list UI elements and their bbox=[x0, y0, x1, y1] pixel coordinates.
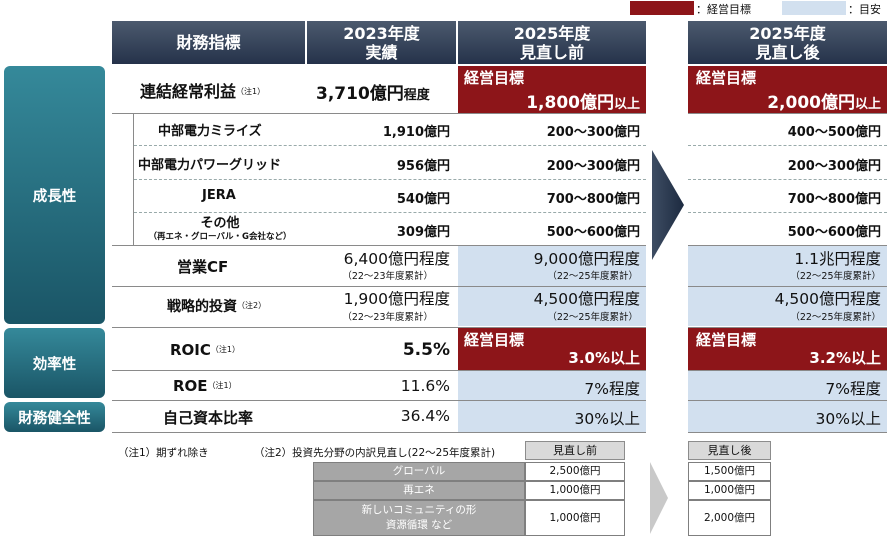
guide-bg-roe-after bbox=[688, 371, 887, 432]
breakdown-label-0: グローバル bbox=[313, 462, 525, 481]
row-invest-after: 4,500億円程度 bbox=[774, 290, 881, 308]
row-cf-2023-sub: （22～23年度累計） bbox=[342, 271, 433, 282]
row-consolidated-before: 1,800億円以上 bbox=[526, 93, 640, 113]
row-other-before: 500～600億円 bbox=[546, 225, 640, 240]
row-grid-label: 中部電力パワーグリッド bbox=[138, 158, 282, 173]
note-1: （注1）期ずれ除き bbox=[118, 447, 209, 459]
row-roe-after: 7%程度 bbox=[825, 380, 881, 398]
breakdown-arrow-icon bbox=[650, 462, 668, 534]
row-invest-after-sub: （22～25年度累計） bbox=[790, 312, 881, 323]
note-2: （注2）投資先分野の内訳見直し(22～25年度累計) bbox=[254, 447, 496, 459]
transition-arrow-icon bbox=[652, 150, 684, 260]
row-jera-2023: 540億円 bbox=[396, 192, 450, 207]
row-roe-label: ROE（注1） bbox=[173, 377, 237, 395]
row-roic-before: 3.0%以上 bbox=[568, 349, 640, 367]
row-miraiz-label: 中部電力ミライズ bbox=[158, 124, 262, 139]
row-consolidated-label: 連結経常利益（注1） bbox=[140, 82, 266, 101]
breakdown-before-0: 2,500億円 bbox=[525, 462, 625, 481]
row-consolidated-after: 2,000億円以上 bbox=[767, 93, 881, 113]
breakdown-label-1: 再エネ bbox=[313, 481, 525, 500]
row-jera-label: JERA bbox=[202, 188, 236, 203]
row-cf-after: 1.1兆円程度 bbox=[794, 250, 881, 268]
row-cf-before-sub: （22～25年度累計） bbox=[547, 271, 638, 282]
row-invest-2023-sub: （22～23年度累計） bbox=[342, 312, 433, 323]
target-bg-consolidated-after bbox=[688, 66, 887, 113]
row-miraiz-2023: 1,910億円 bbox=[382, 125, 450, 140]
row-roe-before: 7%程度 bbox=[584, 380, 640, 398]
row-other-after: 500～600億円 bbox=[787, 225, 881, 240]
target-bg-roic-after bbox=[688, 328, 887, 370]
target-tag-roic-before: 経営目標 bbox=[464, 331, 525, 349]
row-roic-2023: 5.5% bbox=[402, 340, 450, 360]
row-roe-2023: 11.6% bbox=[400, 377, 450, 395]
row-equity-label: 自己資本比率 bbox=[163, 409, 254, 427]
row-jera-before: 700～800億円 bbox=[546, 192, 640, 207]
row-invest-2023: 1,900億円程度 bbox=[343, 290, 450, 308]
row-cf-label: 営業CF bbox=[177, 258, 229, 276]
breakdown-head-before: 見直し前 bbox=[525, 441, 625, 460]
row-cf-after-sub: （22～25年度累計） bbox=[790, 271, 881, 282]
row-other-label: その他 bbox=[200, 216, 240, 231]
breakdown-before-1: 1,000億円 bbox=[525, 481, 625, 500]
breakdown-head-after: 見直し後 bbox=[688, 441, 771, 460]
breakdown-after-0: 1,500億円 bbox=[688, 462, 771, 481]
target-bg-roic-before bbox=[458, 328, 646, 370]
row-invest-label: 戦略的投資（注2） bbox=[167, 299, 267, 315]
row-cf-before: 9,000億円程度 bbox=[533, 250, 640, 268]
header-2025-before: 2025年度 見直し前 bbox=[458, 21, 646, 64]
target-tag-consolidated-before: 経営目標 bbox=[464, 69, 525, 87]
row-other-2023: 309億円 bbox=[396, 225, 450, 240]
breakdown-label-2: 新しいコミュニティの形 資源循環 など bbox=[313, 500, 525, 536]
legend-guide-swatch bbox=[782, 1, 846, 15]
row-grid-2023: 956億円 bbox=[396, 159, 450, 174]
row-other-sublabel: （再エネ・グローバル・G会社など） bbox=[148, 232, 292, 242]
header-2023: 2023年度 実績 bbox=[307, 21, 456, 64]
header-metric: 財務指標 bbox=[112, 21, 305, 64]
header-2025-after: 2025年度 見直し後 bbox=[688, 21, 887, 64]
legend-guide-label: ：目安 bbox=[848, 3, 881, 16]
category-growth: 成長性 bbox=[4, 66, 105, 324]
row-miraiz-after: 400～500億円 bbox=[787, 125, 881, 140]
breakdown-after-1: 1,000億円 bbox=[688, 481, 771, 500]
target-tag-consolidated-after: 経営目標 bbox=[696, 69, 757, 87]
legend-target-swatch bbox=[630, 1, 694, 15]
row-cf-2023: 6,400億円程度 bbox=[343, 250, 450, 268]
category-soundness: 財務健全性 bbox=[4, 402, 105, 432]
row-miraiz-before: 200～300億円 bbox=[546, 125, 640, 140]
row-equity-2023: 36.4% bbox=[400, 407, 450, 425]
breakdown-before-2: 1,000億円 bbox=[525, 500, 625, 536]
row-equity-before: 30%以上 bbox=[574, 410, 640, 428]
row-invest-before-sub: （22～25年度累計） bbox=[547, 312, 638, 323]
row-grid-after: 200～300億円 bbox=[787, 159, 881, 174]
row-invest-before: 4,500億円程度 bbox=[533, 290, 640, 308]
breakdown-after-2: 2,000億円 bbox=[688, 500, 771, 536]
target-bg-consolidated-before bbox=[458, 66, 646, 113]
row-consolidated-2023: 3,710億円程度 bbox=[316, 84, 430, 104]
guide-bg-roe-before bbox=[458, 371, 646, 432]
row-roic-label: ROIC（注1） bbox=[170, 341, 240, 359]
row-jera-after: 700～800億円 bbox=[787, 192, 881, 207]
target-tag-roic-after: 経営目標 bbox=[696, 331, 757, 349]
category-efficiency: 効率性 bbox=[4, 328, 105, 398]
row-roic-after: 3.2%以上 bbox=[809, 349, 881, 367]
row-equity-after: 30%以上 bbox=[815, 410, 881, 428]
row-grid-before: 200～300億円 bbox=[546, 159, 640, 174]
legend-target-label: ：経営目標 bbox=[696, 3, 751, 16]
